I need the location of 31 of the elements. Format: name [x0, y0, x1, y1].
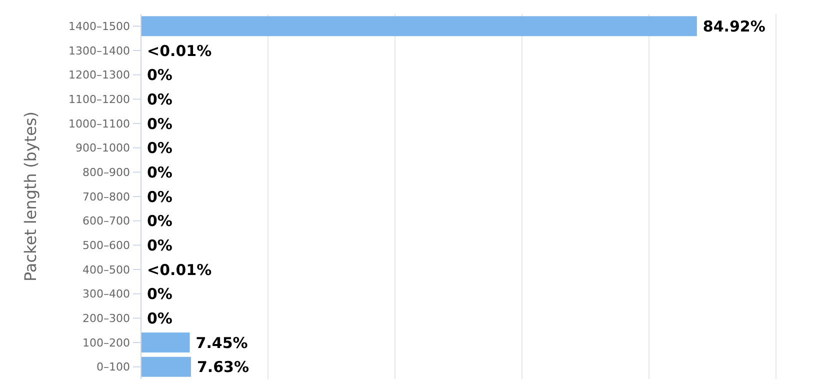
y-tick-label: 600–700 [82, 214, 130, 228]
y-tick-label: 700–800 [82, 190, 130, 204]
y-tick-label: 500–600 [82, 239, 130, 252]
y-tick-label: 800–900 [82, 166, 130, 180]
data-label: 0% [147, 66, 172, 84]
data-label: 0% [147, 236, 172, 255]
data-label: 0% [147, 164, 172, 182]
y-tick-label: 300–400 [82, 288, 130, 301]
y-tick-label: 1400–1500 [68, 20, 130, 34]
data-label: <0.01% [147, 42, 212, 60]
y-tick-label: 100–200 [82, 336, 130, 350]
data-label: 7.45% [196, 334, 248, 352]
y-axis-title: Packet length (bytes) [21, 111, 40, 282]
data-label: 84.92% [702, 18, 766, 36]
y-tick-label: 200–300 [82, 312, 130, 326]
y-tick-label: 1200–1300 [68, 68, 130, 82]
data-label: 0% [147, 188, 172, 206]
data-label: <0.01% [147, 260, 212, 279]
y-tick-label: 1000–1100 [68, 117, 130, 130]
y-tick-label: 0–100 [96, 360, 130, 374]
data-label: 0% [147, 90, 172, 109]
y-tick-label: 1100–1200 [68, 93, 130, 106]
data-label: 0% [147, 212, 172, 230]
data-label: 0% [147, 310, 172, 328]
data-label: 7.63% [196, 358, 249, 376]
data-label: 0% [147, 285, 172, 304]
y-tick-label: 400–500 [82, 263, 130, 276]
data-label: 0% [147, 139, 172, 158]
y-tick-label: 1300–1400 [68, 44, 130, 58]
data-label: 0% [147, 114, 172, 133]
y-tick-label: 900–1000 [76, 142, 130, 155]
